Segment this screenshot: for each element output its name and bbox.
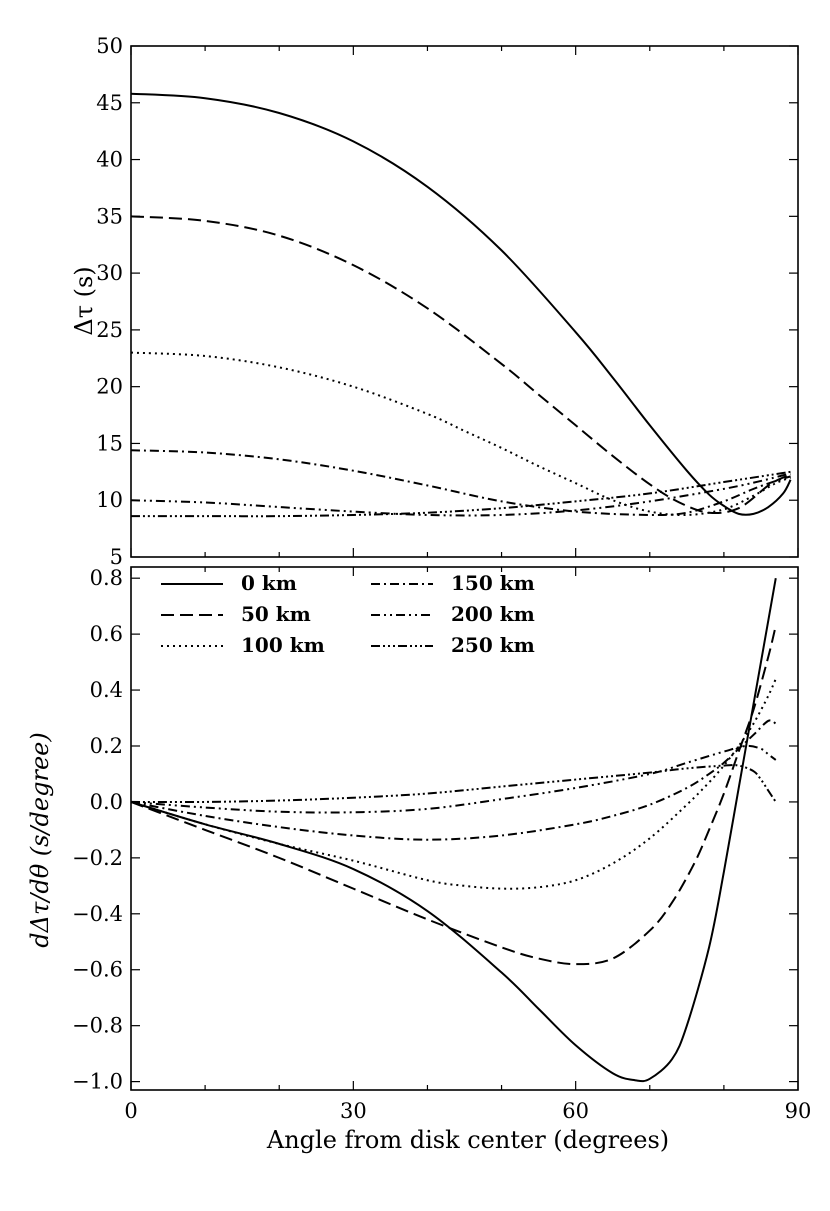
- series-line-0-km: [131, 578, 777, 1083]
- axes-frame: [130, 566, 799, 1091]
- y-tick-label: 0.2: [90, 734, 123, 758]
- y-tick-label: 25: [96, 318, 123, 342]
- y-tick-label: 45: [96, 91, 123, 115]
- legend-label: 50 km: [241, 602, 311, 626]
- y-tick-label: 0.0: [90, 790, 123, 814]
- legend-label: 100 km: [241, 633, 325, 657]
- y-tick-label: 20: [96, 375, 123, 399]
- y-tick-label: −0.8: [72, 1014, 123, 1038]
- series-line-100-km: [131, 678, 777, 890]
- y-tick-label: 5: [110, 545, 123, 569]
- y-tick-label: 50: [96, 34, 123, 58]
- y-tick-label: −1.0: [72, 1070, 123, 1094]
- x-tick-label: 60: [562, 1099, 589, 1123]
- legend: 0 km 50 km 100 km 150 km 200 km 250 km: [161, 571, 535, 657]
- legend-label: 150 km: [451, 571, 535, 595]
- y-tick-label: 15: [96, 431, 123, 455]
- legend-label: 200 km: [451, 602, 535, 626]
- bottom-panel: 0 30 60 90 −1.0 −0.8 −0.6 −0.4 −0.2 0.0 0.2 0.4 0.6 0…: [72, 566, 811, 1123]
- x-axis-label: Angle from disk center (degrees): [266, 1126, 669, 1154]
- y-tick-label: 0.8: [90, 566, 123, 590]
- y-tick-label: 35: [96, 204, 123, 228]
- series-line-0-km: [131, 92, 792, 516]
- y-tick-label: −0.6: [72, 958, 123, 982]
- y-tick-label: 0.6: [90, 622, 123, 646]
- series-line-250-km: [131, 764, 777, 804]
- legend-label: 0 km: [241, 571, 297, 595]
- top-y-axis-label: Δτ (s): [70, 266, 98, 335]
- series-line-250-km: [131, 470, 791, 518]
- axes-frame: [130, 45, 799, 558]
- y-tick-label: 10: [96, 488, 123, 512]
- series-line-50-km: [131, 625, 777, 966]
- series-line-150-km: [131, 719, 777, 841]
- y-tick-label: 40: [96, 148, 123, 172]
- x-tick-label: 0: [124, 1099, 137, 1123]
- bottom-y-axis-label: dΔτ/dθ (s/degree): [26, 732, 54, 947]
- x-tick-label: 30: [340, 1099, 367, 1123]
- series-line-150-km: [131, 449, 791, 517]
- y-tick-label: −0.4: [72, 902, 123, 926]
- series-line-200-km: [131, 744, 777, 814]
- series-line-200-km: [131, 473, 791, 517]
- y-tick-label: −0.2: [72, 846, 123, 870]
- legend-label: 250 km: [451, 633, 535, 657]
- y-tick-label: 30: [96, 261, 123, 285]
- y-tick-label: 0.4: [90, 678, 123, 702]
- top-panel: 5 10 15 20 25 30 35 40 45 50: [96, 34, 799, 569]
- series-line-50-km: [131, 215, 791, 515]
- series-line-100-km: [131, 351, 791, 517]
- x-tick-label: 90: [785, 1099, 812, 1123]
